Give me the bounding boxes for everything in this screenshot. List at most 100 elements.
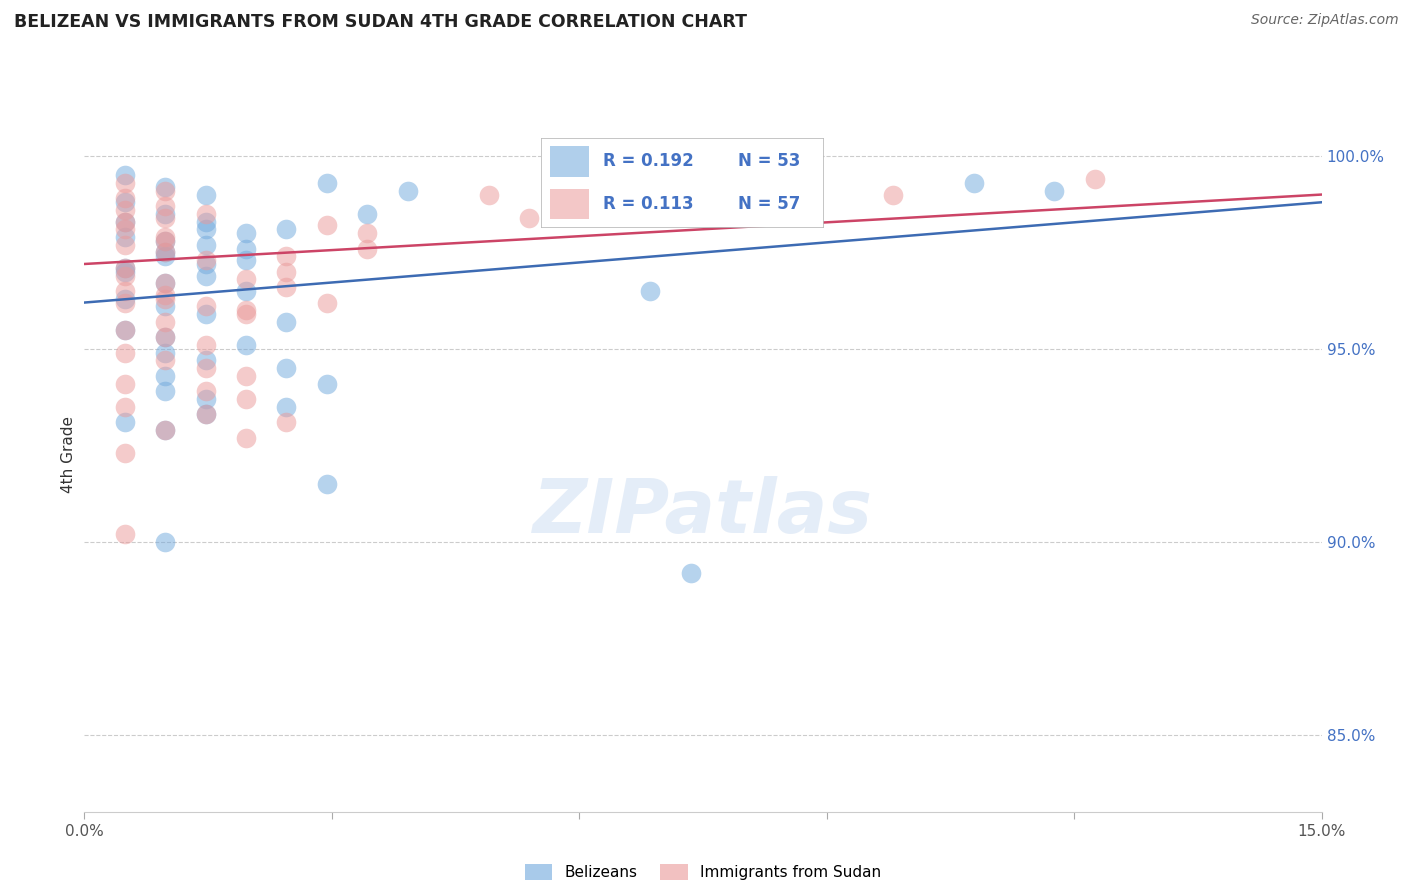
Point <box>153 249 176 263</box>
Point <box>194 392 217 406</box>
Point <box>153 315 176 329</box>
Point <box>114 292 136 306</box>
Text: R = 0.113: R = 0.113 <box>603 195 693 213</box>
Point <box>235 338 257 352</box>
Point <box>235 303 257 318</box>
Point <box>114 202 136 217</box>
Point <box>235 307 257 321</box>
Point <box>114 260 136 275</box>
Point <box>194 361 217 376</box>
Point <box>153 353 176 368</box>
Point <box>235 368 257 383</box>
Point <box>194 187 217 202</box>
Point <box>679 566 702 580</box>
Point <box>235 284 257 298</box>
Point <box>315 219 337 233</box>
Point <box>235 242 257 256</box>
Point <box>153 230 176 244</box>
Point <box>194 207 217 221</box>
Text: N = 53: N = 53 <box>738 153 800 170</box>
Point <box>194 307 217 321</box>
Point <box>761 202 783 217</box>
Point <box>276 315 298 329</box>
Point <box>194 408 217 422</box>
Text: Source: ZipAtlas.com: Source: ZipAtlas.com <box>1251 13 1399 28</box>
Point <box>276 249 298 263</box>
Point <box>114 168 136 182</box>
Point <box>194 257 217 271</box>
Point <box>153 234 176 248</box>
Text: N = 57: N = 57 <box>738 195 800 213</box>
Point <box>114 191 136 205</box>
Point <box>114 195 136 210</box>
Point <box>153 199 176 213</box>
Y-axis label: 4th Grade: 4th Grade <box>60 417 76 493</box>
Point <box>153 345 176 359</box>
Point <box>235 226 257 240</box>
Point <box>800 195 823 210</box>
Point <box>356 226 378 240</box>
Point <box>194 338 217 352</box>
Point <box>114 268 136 283</box>
Point <box>194 214 217 228</box>
Point <box>153 330 176 344</box>
Point <box>276 400 298 414</box>
Point <box>235 253 257 268</box>
Point <box>114 345 136 359</box>
Point <box>194 353 217 368</box>
Point <box>114 176 136 190</box>
Point <box>194 253 217 268</box>
Point <box>356 242 378 256</box>
Point <box>194 237 217 252</box>
Point <box>153 245 176 260</box>
Point <box>114 222 136 236</box>
Point <box>153 179 176 194</box>
Point <box>720 195 742 210</box>
Point <box>114 322 136 336</box>
Point <box>114 214 136 228</box>
Point <box>153 211 176 225</box>
Point <box>114 446 136 460</box>
Legend: Belizeans, Immigrants from Sudan: Belizeans, Immigrants from Sudan <box>524 864 882 880</box>
Point <box>153 288 176 302</box>
Point <box>962 176 984 190</box>
Point <box>114 400 136 414</box>
Point <box>276 415 298 429</box>
Point <box>638 284 661 298</box>
Point <box>153 292 176 306</box>
Point <box>194 384 217 399</box>
Point <box>114 260 136 275</box>
Text: R = 0.192: R = 0.192 <box>603 153 695 170</box>
Point <box>153 368 176 383</box>
Point <box>114 237 136 252</box>
Point <box>558 168 581 182</box>
Point <box>194 300 217 314</box>
Point <box>315 295 337 310</box>
Point <box>276 265 298 279</box>
Point <box>114 322 136 336</box>
Point <box>153 207 176 221</box>
Point <box>153 534 176 549</box>
Point <box>477 187 499 202</box>
Point <box>153 300 176 314</box>
Point <box>114 376 136 391</box>
Point <box>276 361 298 376</box>
Point <box>153 423 176 437</box>
Point <box>114 230 136 244</box>
Point <box>114 415 136 429</box>
Point <box>396 184 419 198</box>
Point <box>153 423 176 437</box>
Point <box>153 245 176 260</box>
Point <box>114 284 136 298</box>
Point <box>800 179 823 194</box>
Point <box>153 277 176 291</box>
Point <box>114 295 136 310</box>
Point <box>517 211 540 225</box>
Point <box>114 265 136 279</box>
FancyBboxPatch shape <box>550 189 589 219</box>
Point <box>315 476 337 491</box>
Point <box>1084 172 1107 186</box>
Point <box>153 184 176 198</box>
Point <box>276 222 298 236</box>
Point <box>153 330 176 344</box>
